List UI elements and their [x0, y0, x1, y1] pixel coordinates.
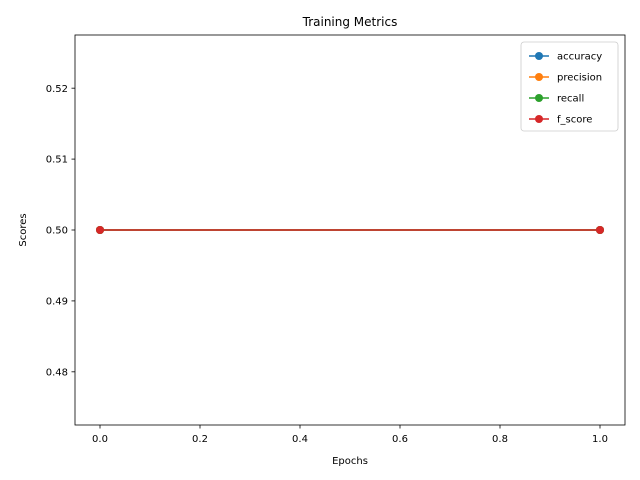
x-tick-label: 0.6 [392, 434, 408, 445]
x-tick-label: 0.4 [292, 434, 308, 445]
plot-area [96, 226, 604, 234]
x-tick-label: 0.0 [92, 434, 108, 445]
legend-label-accuracy: accuracy [557, 52, 602, 63]
data-point-f_score [596, 226, 604, 234]
legend-label-precision: precision [557, 73, 602, 84]
legend-marker-accuracy [535, 52, 543, 60]
chart-title: Training Metrics [302, 15, 398, 29]
legend: accuracy precision recall f_score [520, 41, 619, 132]
legend-label-recall: recall [557, 94, 584, 105]
y-tick-label: 0.48 [46, 367, 68, 378]
legend-box [520, 41, 619, 132]
x-tick-label: 1.0 [592, 434, 608, 445]
y-tick-label: 0.50 [46, 226, 68, 237]
y-tick-label: 0.51 [46, 155, 68, 166]
y-axis-label: Scores [18, 213, 29, 246]
y-tick-label: 0.52 [46, 84, 68, 95]
legend-marker-recall [535, 94, 543, 102]
x-axis: 0.0 0.2 0.4 0.6 0.8 1.0 [92, 425, 608, 445]
data-point-f_score [96, 226, 104, 234]
y-axis: 0.48 0.49 0.50 0.51 0.52 [46, 84, 75, 378]
x-axis-label: Epochs [332, 456, 368, 467]
y-tick-label: 0.49 [46, 297, 68, 308]
x-tick-label: 0.8 [492, 434, 508, 445]
x-tick-label: 0.2 [192, 434, 208, 445]
legend-marker-f_score [535, 115, 543, 123]
legend-label-f_score: f_score [557, 115, 592, 126]
legend-marker-precision [535, 73, 543, 81]
